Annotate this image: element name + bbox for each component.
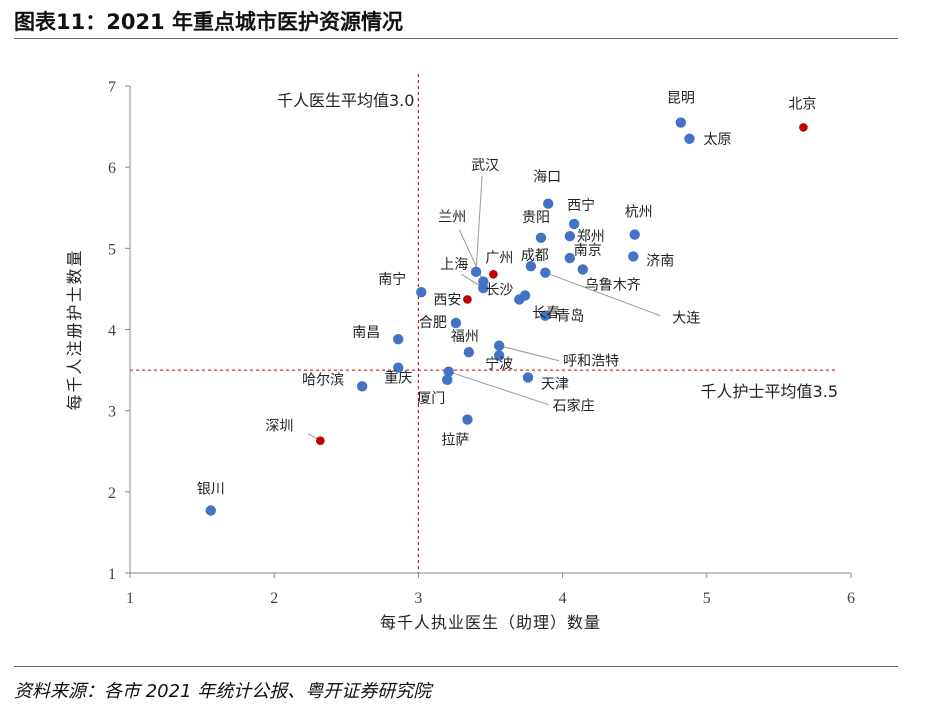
point-长沙 (514, 294, 525, 305)
point-label-贵阳: 贵阳 (522, 210, 550, 226)
point-昆明 (675, 117, 687, 128)
y-tick-label: 6 (108, 160, 116, 177)
leader-line-呼和浩特 (499, 345, 560, 362)
point-label-拉萨: 拉萨 (441, 433, 469, 449)
point-天津 (522, 372, 534, 383)
point-label-呼和浩特: 呼和浩特 (563, 354, 619, 370)
point-郑州 (564, 230, 576, 242)
point-label-南昌: 南昌 (352, 325, 380, 341)
x-tick-label: 2 (270, 590, 278, 607)
point-上海 (478, 282, 489, 294)
point-label-乌鲁木齐: 乌鲁木齐 (585, 277, 641, 293)
point-南京 (564, 252, 576, 264)
y-axis-title: 每千人注册护士数量 (65, 248, 84, 410)
point-label-昆明: 昆明 (667, 91, 695, 107)
point-北京 (799, 123, 808, 132)
source-note: 资料来源：各市 2021 年统计公报、粤开证券研究院 (14, 681, 432, 702)
point-哈尔滨 (356, 381, 368, 392)
point-label-福州: 福州 (451, 329, 479, 345)
point-label-西安: 西安 (433, 292, 461, 308)
point-label-北京: 北京 (788, 96, 816, 112)
point-label-成都: 成都 (521, 248, 549, 264)
point-南宁 (416, 286, 427, 298)
data-points (205, 117, 808, 516)
y-tick-label: 5 (108, 241, 116, 258)
point-label-长沙: 长沙 (485, 282, 513, 298)
reference-label-nurse-avg: 千人护士平均值3.5 (701, 382, 838, 401)
point-label-兰州: 兰州 (438, 210, 466, 226)
point-label-重庆: 重庆 (384, 371, 412, 387)
y-tick-label: 1 (108, 566, 116, 583)
point-拉萨 (462, 414, 473, 425)
y-tick-label: 3 (108, 404, 116, 421)
y-tick-label: 2 (108, 485, 116, 502)
point-成都 (525, 260, 537, 272)
reference-label-doctor-avg: 千人医生平均值3.0 (277, 91, 414, 110)
x-tick-label: 6 (847, 590, 855, 607)
title-divider (14, 38, 898, 39)
point-大连 (540, 267, 551, 278)
point-label-深圳: 深圳 (265, 419, 293, 435)
point-福州 (463, 347, 475, 358)
x-tick-label: 4 (559, 590, 567, 607)
point-乌鲁木齐 (577, 264, 588, 275)
point-海口 (542, 198, 554, 209)
point-合肥 (450, 317, 462, 329)
x-tick-label: 1 (126, 590, 134, 607)
point-label-青岛: 青岛 (556, 309, 584, 325)
point-label-宁波: 宁波 (485, 355, 513, 372)
point-石家庄 (443, 366, 454, 377)
point-label-海口: 海口 (533, 170, 561, 186)
point-label-大连: 大连 (672, 311, 700, 327)
axes: 1 2 3 4 5 6 1 2 3 4 5 6 7 (108, 79, 855, 607)
x-tick-label: 3 (414, 590, 422, 607)
y-tick-label: 7 (108, 79, 116, 96)
point-南昌 (393, 334, 404, 345)
x-axis-title: 每千人执业医生（助理）数量 (380, 613, 601, 632)
point-label-郑州: 郑州 (577, 229, 605, 245)
point-贵阳 (535, 232, 547, 243)
leader-lines (308, 175, 661, 442)
point-西宁 (568, 218, 580, 230)
point-济南 (628, 251, 639, 262)
point-深圳 (316, 436, 325, 445)
reference-lines (130, 74, 838, 573)
point-label-石家庄: 石家庄 (553, 398, 595, 415)
point-label-哈尔滨: 哈尔滨 (302, 372, 344, 388)
point-广州 (489, 270, 498, 279)
point-label-南宁: 南宁 (378, 271, 406, 288)
point-宁波 (493, 350, 505, 361)
point-label-长春: 长春 (532, 305, 560, 321)
point-青岛 (540, 310, 551, 321)
point-label-广州: 广州 (485, 250, 513, 266)
point-label-厦门: 厦门 (417, 391, 445, 407)
point-呼和浩特 (493, 340, 505, 351)
figure-title: 图表11：2021 年重点城市医护资源情况 (14, 10, 403, 34)
point-label-武汉: 武汉 (471, 158, 499, 174)
point-银川 (205, 505, 216, 516)
point-label-济南: 济南 (646, 253, 674, 269)
point-label-合肥: 合肥 (419, 315, 447, 331)
point-label-太原: 太原 (703, 132, 731, 148)
point-label-杭州: 杭州 (625, 205, 653, 221)
point-重庆 (393, 362, 404, 373)
y-tick-label: 4 (108, 323, 116, 340)
point-label-西宁: 西宁 (567, 197, 595, 214)
leader-line-大连 (545, 272, 661, 317)
point-label-天津: 天津 (541, 376, 569, 392)
point-label-银川: 银川 (197, 482, 225, 498)
point-label-上海: 上海 (440, 257, 468, 273)
point-label-南京: 南京 (574, 243, 602, 259)
point-杭州 (629, 229, 640, 240)
source-divider (14, 666, 898, 667)
point-西安 (463, 295, 472, 304)
leader-line-石家庄 (448, 371, 549, 406)
point-太原 (684, 133, 695, 144)
point-武汉 (470, 266, 482, 278)
x-tick-label: 5 (703, 590, 711, 607)
point-厦门 (442, 374, 453, 386)
leader-line-武汉 (475, 175, 483, 272)
